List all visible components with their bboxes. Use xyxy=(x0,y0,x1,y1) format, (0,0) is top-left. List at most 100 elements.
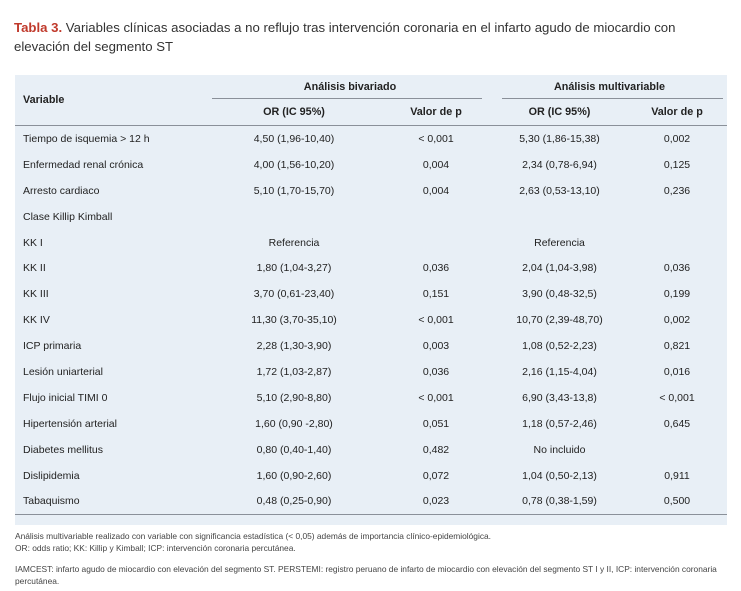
cell-p-bivariate: < 0,001 xyxy=(418,391,454,404)
cell-or-bivariate: 11,30 (3,70-35,10) xyxy=(251,314,337,327)
cell-p-multivariable: 0,821 xyxy=(663,340,691,353)
table-row: KK II 1,80 (1,04-3,27) 0,036 2,04 (1,04-3,9… xyxy=(15,255,727,281)
cell-p-bivariate: 0,023 xyxy=(380,488,492,516)
cell-p-bivariate: < 0,001 xyxy=(418,132,454,145)
table-row: Tabaquismo 0,48 (0,25-0,90) 0,023 0,78 (0,3… xyxy=(15,488,727,516)
caption-text: Variables clínicas asociadas a no refluj… xyxy=(14,20,676,54)
cell-p-multivariable: 0,036 xyxy=(663,262,691,275)
cell-variable: Arresto cardiaco xyxy=(23,184,100,197)
table-row: Dislipidemia 1,60 (0,90-2,60) 0,072 1,04 (0… xyxy=(15,463,727,489)
cell-or-multivariable: 6,90 (3,43-13,8) xyxy=(522,391,597,404)
footnote-line-1: Análisis multivariable realizado con var… xyxy=(15,531,491,541)
table-row: Lesión uniarterial 1,72 (1,03-2,87) 0,036 2… xyxy=(15,359,727,385)
cell-p-bivariate: 0,036 xyxy=(422,262,450,275)
cell-p-multivariable xyxy=(627,230,727,256)
table-panel: Variable Análisis bivariado Análisis mul… xyxy=(15,75,727,525)
cell-variable: Tiempo de isquemia > 12 h xyxy=(23,132,150,145)
cell-p-multivariable: 0,236 xyxy=(663,184,691,197)
footnote-line-3: IAMCEST: infarto agudo de miocardio con … xyxy=(15,564,717,586)
header-multivariable-group: Análisis multivariable xyxy=(492,75,727,99)
cell-variable: KK I xyxy=(23,236,43,249)
cell-p-multivariable: 0,002 xyxy=(663,132,691,145)
footnote-line-2: OR: odds ratio; KK: Killip y Kimball; IC… xyxy=(15,543,296,553)
cell-or-multivariable: 2,04 (1,04-3,98) xyxy=(522,262,597,275)
cell-p-bivariate: 0,482 xyxy=(422,443,450,456)
cell-p-multivariable: 0,500 xyxy=(627,488,727,516)
cell-p-multivariable xyxy=(627,437,727,463)
cell-or-multivariable: 0,78 (0,38-1,59) xyxy=(492,488,627,516)
cell-p-bivariate: 0,151 xyxy=(422,288,450,301)
cell-or-multivariable: 1,04 (0,50-2,13) xyxy=(522,469,597,482)
cell-p-multivariable: < 0,001 xyxy=(659,391,695,404)
cell-or-multivariable: 1,18 (0,57-2,46) xyxy=(522,417,597,430)
cell-or-multivariable: 2,34 (0,78-6,94) xyxy=(522,158,597,171)
cell-or-bivariate xyxy=(208,204,380,230)
header-variable: Variable xyxy=(15,75,208,126)
cell-p-bivariate: 0,004 xyxy=(422,184,450,197)
footnote-definitions: IAMCEST: infarto agudo de miocardio con … xyxy=(15,563,727,587)
cell-p-multivariable xyxy=(627,204,727,230)
cell-variable: Enfermedad renal crónica xyxy=(23,158,144,171)
cell-p-multivariable: 0,125 xyxy=(663,158,691,171)
cell-p-bivariate: < 0,001 xyxy=(418,314,454,327)
cell-variable: KK IV xyxy=(23,314,50,327)
cell-or-bivariate: 3,70 (0,61-23,40) xyxy=(253,288,335,301)
header-or-multivariable: OR (IC 95%) xyxy=(492,99,627,126)
cell-p-multivariable: 0,199 xyxy=(663,288,691,301)
cell-variable: Dislipidemia xyxy=(23,469,80,482)
table-row: Flujo inicial TIMI 0 5,10 (2,90-8,80) < 0,… xyxy=(15,385,727,411)
cell-or-bivariate: 4,50 (1,96-10,40) xyxy=(253,132,335,145)
cell-or-bivariate: 1,72 (1,03-2,87) xyxy=(256,365,332,378)
cell-or-multivariable: No incluido xyxy=(533,443,586,456)
table-label: Tabla 3. xyxy=(14,20,63,35)
cell-variable: Hipertensión arterial xyxy=(23,417,117,430)
table-row: Enfermedad renal crónica 4,00 (1,56-10,20… xyxy=(15,152,727,178)
cell-variable: KK II xyxy=(23,262,46,275)
cell-or-bivariate: 1,60 (0,90 -2,80) xyxy=(255,417,333,430)
cell-or-bivariate: 0,80 (0,40-1,40) xyxy=(256,443,332,456)
cell-p-multivariable: 0,016 xyxy=(663,365,691,378)
cell-or-bivariate: 5,10 (1,70-15,70) xyxy=(253,184,335,197)
table-row: Arresto cardiaco 5,10 (1,70-15,70) 0,004 2,… xyxy=(15,178,727,204)
cell-p-bivariate: 0,072 xyxy=(422,469,450,482)
cell-or-bivariate: Referencia xyxy=(268,236,320,249)
cell-or-bivariate: 5,10 (2,90-8,80) xyxy=(256,391,332,404)
table-caption: Tabla 3. Variables clínicas asociadas a … xyxy=(14,18,729,56)
cell-or-multivariable: 2,63 (0,53-13,10) xyxy=(519,184,600,197)
cell-p-bivariate xyxy=(380,204,492,230)
cell-p-bivariate: 0,004 xyxy=(422,158,450,171)
cell-p-bivariate xyxy=(380,230,492,256)
cell-or-multivariable: 1,08 (0,52-2,23) xyxy=(522,340,597,353)
cell-p-bivariate: 0,036 xyxy=(422,365,450,378)
cell-p-multivariable: 0,911 xyxy=(664,469,690,482)
results-table: Variable Análisis bivariado Análisis mul… xyxy=(15,75,727,516)
cell-p-bivariate: 0,003 xyxy=(422,340,450,353)
cell-or-bivariate: 2,28 (1,30-3,90) xyxy=(256,340,332,353)
table-row: ICP primaria 2,28 (1,30-3,90) 0,003 1,08 (0… xyxy=(15,333,727,359)
cell-or-multivariable xyxy=(492,204,627,230)
cell-variable: Flujo inicial TIMI 0 xyxy=(23,391,108,404)
cell-p-multivariable: 0,645 xyxy=(663,417,691,430)
cell-variable: Clase Killip Kimball xyxy=(23,210,113,223)
cell-or-bivariate: 0,48 (0,25-0,90) xyxy=(208,488,380,516)
cell-or-multivariable: 3,90 (0,48-32,5) xyxy=(522,288,597,301)
cell-or-bivariate: 1,60 (0,90-2,60) xyxy=(256,469,332,482)
table-row: Hipertensión arterial 1,60 (0,90 -2,80) 0,… xyxy=(15,411,727,437)
cell-or-multivariable: 10,70 (2,39-48,70) xyxy=(516,314,603,327)
table-row: Tiempo de isquemia > 12 h 4,50 (1,96-10,4… xyxy=(15,126,727,152)
cell-variable: ICP primaria xyxy=(23,340,82,353)
table-body: Tiempo de isquemia > 12 h 4,50 (1,96-10,4… xyxy=(15,126,727,516)
table-row: KK III 3,70 (0,61-23,40) 0,151 3,90 (0,48-3… xyxy=(15,281,727,307)
cell-variable: Lesión uniarterial xyxy=(23,365,103,378)
table-row: KK IV 11,30 (3,70-35,10) < 0,001 10,70 (2,3… xyxy=(15,307,727,333)
cell-p-multivariable: 0,002 xyxy=(663,314,691,327)
table-row: Clase Killip Kimball xyxy=(15,204,727,230)
cell-variable: Tabaquismo xyxy=(15,488,208,516)
cell-or-multivariable: 5,30 (1,86-15,38) xyxy=(519,132,600,145)
footnote-abbreviations: Análisis multivariable realizado con var… xyxy=(15,530,727,554)
cell-variable: Diabetes mellitus xyxy=(23,443,103,456)
header-p-multivariable: Valor de p xyxy=(627,99,727,126)
cell-or-bivariate: 4,00 (1,56-10,20) xyxy=(253,158,335,171)
table-row: KK I Referencia Referencia xyxy=(15,230,727,256)
table-row: Diabetes mellitus 0,80 (0,40-1,40) 0,482 No… xyxy=(15,437,727,463)
